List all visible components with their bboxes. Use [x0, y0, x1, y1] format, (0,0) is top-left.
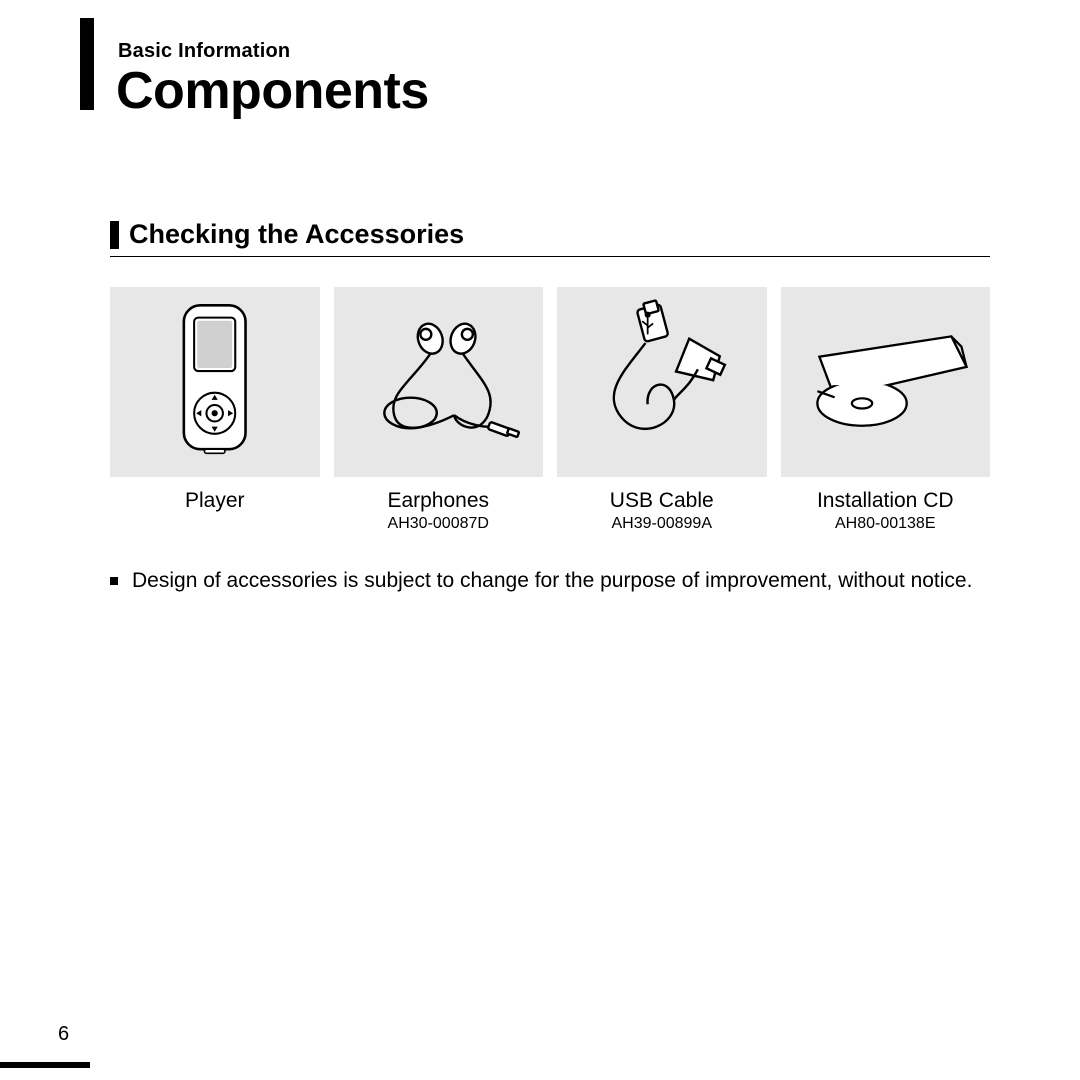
accessory-cell: Player — [110, 287, 320, 533]
accessory-label: Player — [185, 489, 245, 513]
usb-cable-icon — [569, 295, 755, 470]
accessory-partno: AH39-00899A — [611, 515, 712, 533]
accessory-label: Earphones — [387, 489, 489, 513]
subsection-title: Checking the Accessories — [129, 219, 464, 250]
accessory-partno: AH80-00138E — [835, 515, 936, 533]
accessory-label: Installation CD — [817, 489, 954, 513]
accessory-partno: AH30-00087D — [388, 515, 489, 533]
bullet-icon — [110, 577, 118, 585]
accessory-image — [781, 287, 991, 477]
accessories-grid: Player — [110, 287, 990, 533]
accessory-image — [334, 287, 544, 477]
footer-accent-bar — [0, 1062, 90, 1068]
header-accent-bar — [80, 18, 94, 110]
footnote-text: Design of accessories is subject to chan… — [132, 569, 972, 593]
accessory-cell: Earphones AH30-00087D — [334, 287, 544, 533]
accessory-cell: Installation CD AH80-00138E — [781, 287, 991, 533]
subsection-heading: Checking the Accessories — [110, 219, 990, 257]
accessory-cell: USB Cable AH39-00899A — [557, 287, 767, 533]
section-kicker: Basic Information — [118, 40, 990, 63]
footnote: Design of accessories is subject to chan… — [110, 569, 990, 593]
accessory-label: USB Cable — [610, 489, 714, 513]
subsection-accent-bar — [110, 221, 119, 249]
accessory-image — [110, 287, 320, 477]
page-title: Components — [116, 61, 990, 121]
page-number: 6 — [58, 1023, 69, 1046]
cd-icon — [789, 306, 982, 458]
manual-page: Basic Information Components Checking th… — [0, 0, 1080, 1080]
accessory-image — [557, 287, 767, 477]
player-icon — [153, 295, 276, 470]
earphones-icon — [345, 295, 531, 470]
